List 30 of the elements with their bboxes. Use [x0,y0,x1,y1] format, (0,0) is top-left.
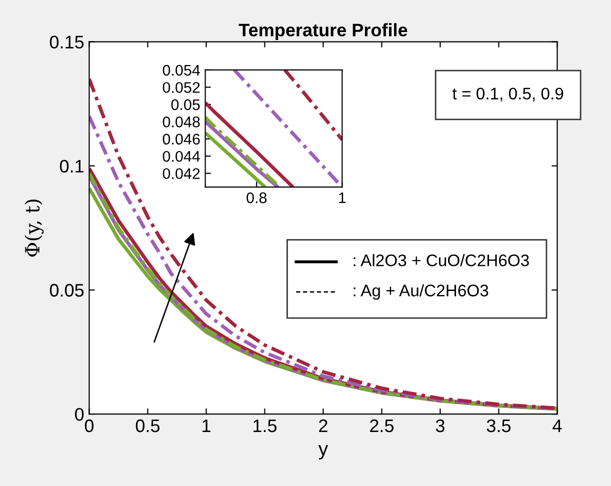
y-tick-label: 0.046 [162,134,200,145]
y-tick-label: 0.048 [162,116,200,128]
annotation: t = 0.1, 0.5, 0.9 [452,88,564,102]
x-tick-label: 1.5 [254,420,277,432]
y-tick-label: 0.15 [50,36,84,49]
chart-title: Temperature Profile [238,23,408,40]
line-series [205,100,295,188]
y-tick-label: 0.05 [50,284,84,297]
y-tick-label: 0.054 [162,64,200,76]
y-tick-label: 0.044 [162,150,200,162]
x-tick-label: 1 [202,420,210,432]
x-tick-label: 2.5 [370,419,394,432]
y-tick-label: 0.1 [60,160,84,173]
x-tick-label: 2 [319,419,328,432]
y-tick-label: 0.052 [162,82,200,93]
x-tick-label: 1 [339,192,346,204]
x-tick-label: 3.5 [486,419,511,432]
x-tick-label: 4 [552,420,562,432]
line-series [205,131,267,188]
y-tick-label: 0 [75,408,84,421]
x-tick-label: 3 [436,419,444,432]
x-tick-label: 0.8 [246,192,267,204]
y-tick-label: 0.042 [162,168,200,180]
y-tick-label: 0.05 [171,99,200,110]
x-tick-label: 0 [84,419,94,432]
x-tick-label: 0.5 [136,419,160,432]
x-axis-title: y [318,445,328,460]
annotation: : Ag + Au/C2H6O3 [354,284,488,300]
annotation: : Al2O3 + CuO/C2H6O3 [354,254,529,266]
y-axis-title: Φ(y, t) [24,200,44,257]
